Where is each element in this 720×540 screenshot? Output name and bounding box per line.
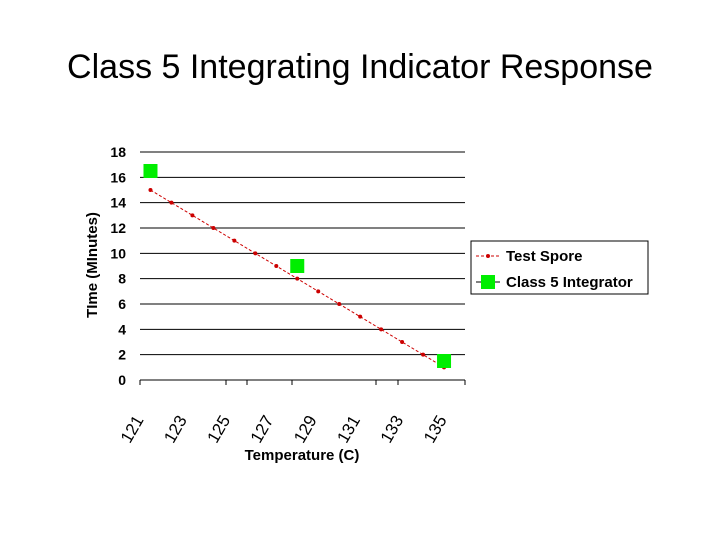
x-tick-label: 123: [160, 412, 191, 446]
test-spore-point: [232, 238, 237, 243]
legend-label: Test Spore: [506, 248, 582, 265]
grid-lines: [140, 151, 465, 356]
class5-integrator-point: [143, 164, 158, 178]
x-tick-label: 129: [290, 412, 321, 446]
test-spore-point: [211, 226, 216, 230]
y-tick-label: 0: [118, 372, 126, 388]
x-tick-label: 121: [117, 412, 148, 446]
legend: Test Spore Class 5 Integrator: [470, 240, 649, 295]
test-spore-point: [169, 200, 174, 205]
x-tick-label: 131: [333, 412, 364, 446]
legend-label: Class 5 Integrator: [506, 274, 633, 291]
test-spore-point: [379, 327, 384, 332]
x-tick-labels: 121 123 125 127 129 131 133 135: [117, 412, 451, 446]
x-tick-marks: [139, 380, 466, 385]
x-tick-label: 127: [247, 412, 278, 446]
slide-title: Class 5 Integrating Indicator Response: [67, 48, 653, 86]
y-tick-label: 12: [110, 220, 126, 236]
y-tick-label: 16: [110, 169, 126, 185]
legend-marker-class5: [481, 275, 495, 289]
test-spore-point: [358, 314, 363, 319]
x-tick-label: 135: [420, 412, 451, 446]
test-spore-point: [400, 340, 405, 344]
y-tick-label: 10: [110, 245, 126, 261]
y-tick-label: 8: [118, 271, 126, 287]
series-group: [143, 164, 452, 370]
y-tick-label: 4: [118, 321, 126, 337]
y-tick-label: 6: [118, 296, 126, 312]
x-axis-label: Temperature (C): [245, 447, 360, 464]
y-tick-label: 18: [110, 144, 126, 160]
legend-box: [470, 240, 649, 295]
test-spore-point: [148, 188, 153, 192]
class5-integrator-point: [437, 354, 452, 368]
y-tick-label: 2: [118, 347, 126, 363]
y-axis-label: TIme (MInutes): [84, 212, 101, 318]
y-tick-labels: 0 2 4 6 8 10 12 14 16 18: [110, 144, 126, 388]
x-tick-label: 125: [204, 412, 235, 446]
test-spore-point: [295, 276, 300, 281]
y-tick-label: 14: [110, 195, 126, 211]
x-tick-label: 133: [377, 412, 408, 446]
test-spore-point: [421, 352, 426, 357]
class5-integrator-point: [290, 259, 305, 273]
test-spore-point: [337, 302, 342, 306]
legend-marker-test-spore: [486, 254, 490, 258]
test-spore-point: [274, 264, 279, 268]
test-spore-point: [316, 289, 321, 294]
test-spore-point: [190, 213, 195, 218]
test-spore-point: [253, 251, 258, 256]
